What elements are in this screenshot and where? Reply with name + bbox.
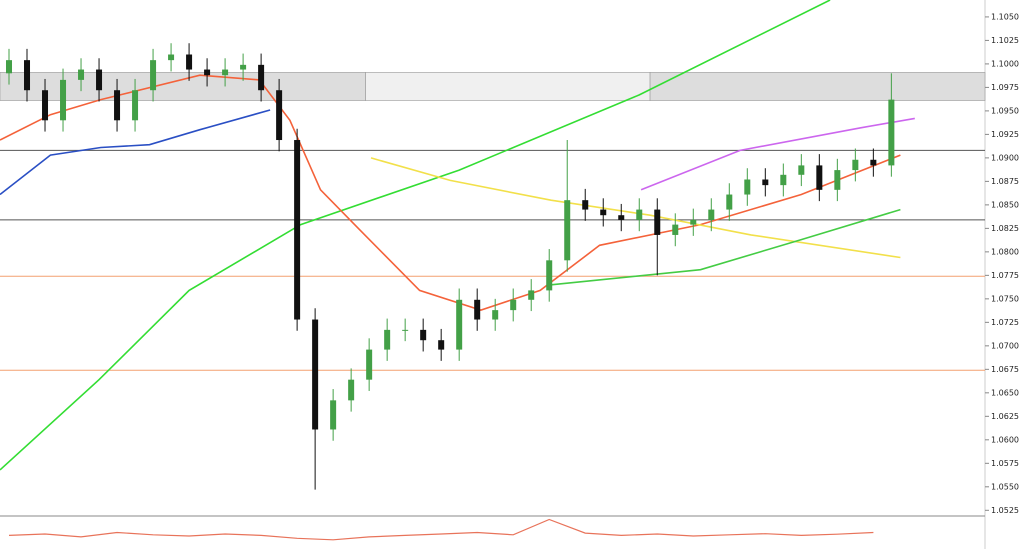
candle-body <box>186 54 193 70</box>
candle-body <box>96 69 103 91</box>
candle-body <box>528 290 535 300</box>
candle-body <box>798 165 805 175</box>
candle-body <box>168 54 175 61</box>
candle-body <box>294 140 301 320</box>
candle-body <box>114 90 121 121</box>
candle-body <box>888 99 895 166</box>
candle-body <box>222 69 229 76</box>
candle-body <box>240 64 247 70</box>
candle-body <box>510 299 517 311</box>
candle-body <box>600 209 607 216</box>
moving-average <box>0 109 271 196</box>
candle-body <box>258 64 265 91</box>
candle-body <box>276 90 283 141</box>
candle-body <box>654 209 661 235</box>
candle-body <box>852 159 859 171</box>
candle-body <box>762 179 769 186</box>
y-tick-label: 1.0550 <box>991 482 1019 491</box>
y-tick-label: 1.0850 <box>991 200 1019 209</box>
moving-average <box>550 208 901 286</box>
y-tick-label: 1.0675 <box>991 365 1019 374</box>
candle-body <box>618 215 625 220</box>
candle-body <box>870 159 877 166</box>
candle-body <box>6 60 13 74</box>
candle-body <box>672 224 679 235</box>
candle-body <box>366 349 373 380</box>
y-tick-label: 1.0875 <box>991 177 1019 186</box>
y-tick-label: 1.1025 <box>991 36 1019 45</box>
candle-body <box>780 174 787 186</box>
moving-average <box>0 0 831 471</box>
candle-body <box>42 90 49 121</box>
candle-body <box>24 60 31 91</box>
y-tick-label: 1.0725 <box>991 318 1019 327</box>
y-tick-label: 1.0750 <box>991 294 1019 303</box>
candle-body <box>420 329 427 341</box>
candle-body <box>726 194 733 210</box>
candle-body <box>132 90 139 121</box>
candle-body <box>78 69 85 80</box>
candle-body <box>402 329 409 331</box>
candle-body <box>456 299 463 350</box>
moving-average <box>370 157 901 259</box>
candle-body <box>834 170 841 190</box>
y-tick-label: 1.1000 <box>991 59 1019 68</box>
y-tick-label: 1.0700 <box>991 341 1019 350</box>
y-tick-label: 1.0600 <box>991 435 1019 444</box>
candle-body <box>204 69 211 76</box>
candle-body <box>384 329 391 350</box>
candle-body <box>492 310 499 320</box>
candle-body <box>474 299 481 320</box>
y-tick-label: 1.0825 <box>991 224 1019 233</box>
y-tick-label: 1.0650 <box>991 388 1019 397</box>
candle-body <box>348 379 355 401</box>
candle-body <box>438 340 445 350</box>
moving-average <box>640 117 915 191</box>
y-tick-label: 1.0775 <box>991 271 1019 280</box>
y-tick-label: 1.0900 <box>991 153 1019 162</box>
y-tick-label: 1.0800 <box>991 247 1019 256</box>
candle-body <box>816 165 823 190</box>
candle-body <box>60 79 67 121</box>
candle-body <box>636 209 643 220</box>
zone <box>649 72 986 101</box>
y-tick-label: 1.0975 <box>991 83 1019 92</box>
candle-body <box>312 319 319 430</box>
candle-body <box>564 200 571 261</box>
candle-body <box>546 260 553 291</box>
zone <box>365 72 651 101</box>
candle-body <box>582 200 589 210</box>
y-tick-label: 1.0575 <box>991 459 1019 468</box>
indicator-line <box>8 518 874 541</box>
candle-body <box>330 400 337 430</box>
candle-body <box>690 219 697 225</box>
zone <box>0 72 366 101</box>
y-tick-label: 1.0925 <box>991 130 1019 139</box>
y-tick-label: 1.0525 <box>991 506 1019 515</box>
candle-body <box>708 209 715 220</box>
candle-body <box>744 179 751 195</box>
y-tick-label: 1.0950 <box>991 106 1019 115</box>
y-tick-label: 1.1050 <box>991 12 1019 21</box>
y-tick-label: 1.0625 <box>991 412 1019 421</box>
candle-body <box>150 60 157 91</box>
